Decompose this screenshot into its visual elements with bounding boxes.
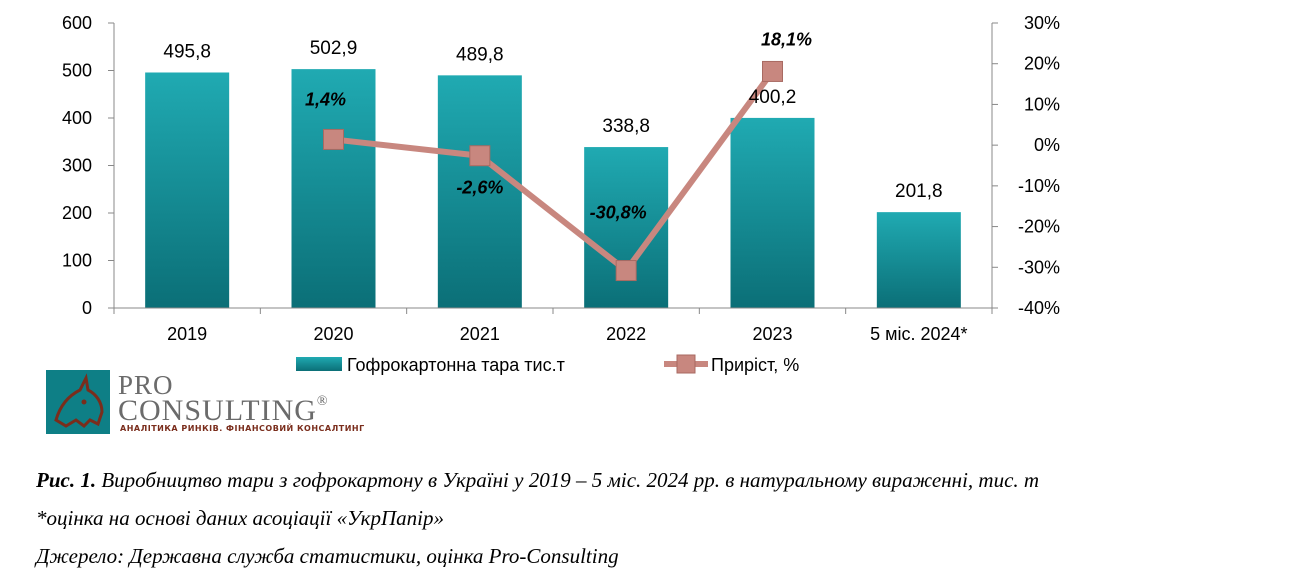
- growth-marker-3: [615, 260, 637, 282]
- bar-2: [437, 75, 522, 308]
- growth-marker-4: [762, 60, 783, 82]
- left-tick-label-1: 100: [62, 251, 92, 271]
- growth-value-label-3: -30,8%: [590, 203, 647, 223]
- bar-series: [145, 69, 961, 309]
- right-tick-label-3: -10%: [1018, 176, 1060, 196]
- legend-line-label: Приріст, %: [711, 355, 799, 375]
- pro-consulting-logo: PRO CONSULTING® АНАЛІТИКА РИНКІВ. ФІНАНС…: [46, 370, 364, 436]
- growth-marker-2: [469, 145, 491, 167]
- bar-value-label-2: 489,8: [456, 44, 504, 65]
- right-tick-label-6: 20%: [1024, 54, 1060, 74]
- bar-1: [291, 69, 376, 308]
- legend-bar-label: Гофрокартонна тара тис.т: [347, 355, 565, 375]
- figure-caption: Рис. 1. Виробництво тари з гофрокартону …: [36, 468, 1039, 493]
- line-series: [323, 60, 783, 282]
- bar-4: [730, 117, 815, 308]
- bar-value-label-1: 502,9: [310, 38, 358, 59]
- left-tick-label-4: 400: [62, 108, 92, 128]
- figure-source: Джерело: Державна служба статистики, оці…: [36, 544, 619, 568]
- left-tick-label-3: 300: [62, 156, 92, 176]
- data-labels: 495,8 502,9 489,8 338,8 400,2 201,8 1,4% -2,6% -…: [163, 29, 942, 222]
- x-tick-label-3: 2022: [606, 324, 646, 344]
- x-tick-label-2: 2021: [460, 324, 500, 344]
- right-tick-label-0: -40%: [1018, 298, 1060, 318]
- bar-value-label-4: 400,2: [749, 87, 797, 108]
- right-tick-label-2: -20%: [1018, 217, 1060, 237]
- figure-label: Рис. 1.: [36, 468, 97, 492]
- x-tick-label-4: 2023: [752, 324, 792, 344]
- logo-text-pro: PRO: [118, 370, 174, 400]
- right-tick-label-1: -30%: [1018, 257, 1060, 277]
- logo-registered-mark: ®: [316, 394, 329, 409]
- left-tick-label-6: 600: [62, 13, 92, 33]
- right-tick-label-4: 0%: [1034, 135, 1060, 155]
- left-tick-label-5: 500: [62, 61, 92, 81]
- bar-value-label-3: 338,8: [602, 116, 650, 137]
- figure-title: Виробництво тари з гофрокартону в Україн…: [96, 468, 1040, 492]
- logo-tagline: АНАЛІТИКА РИНКІВ. ФІНАНСОВИЙ КОНСАЛТИНГ: [120, 424, 365, 433]
- x-tick-label-0: 2019: [167, 324, 207, 344]
- x-tick-label-1: 2020: [313, 324, 353, 344]
- logo-word-consulting: CONSULTING: [118, 394, 317, 427]
- right-tick-label-7: 30%: [1024, 13, 1060, 33]
- x-tick-label-5: 5 міс. 2024*: [870, 324, 967, 344]
- legend-line-marker: [676, 354, 696, 374]
- legend-bar-swatch: [296, 357, 342, 371]
- growth-value-label-2: -2,6%: [456, 178, 503, 198]
- bar-5: [876, 212, 961, 308]
- logo-text-consulting: CONSULTING®: [118, 394, 329, 428]
- bar-value-label-0: 495,8: [163, 41, 211, 62]
- growth-value-label-4: 18,1%: [761, 29, 812, 49]
- legend: Гофрокартонна тара тис.т Приріст, %: [296, 354, 799, 375]
- growth-marker-1: [323, 128, 344, 150]
- right-tick-label-5: 10%: [1024, 94, 1060, 114]
- figure-note: *оцінка на основі даних асоціації «УкрПа…: [36, 506, 445, 530]
- left-tick-label-2: 200: [62, 203, 92, 223]
- bar-0: [145, 72, 230, 309]
- production-chart: 0 100 200 300 400 500 600 -40% -30% -20% -10% 0% 10%…: [62, 13, 1060, 375]
- growth-value-label-1: 1,4%: [305, 89, 346, 109]
- bar-value-label-5: 201,8: [895, 181, 943, 202]
- growth-line: [333, 69, 775, 274]
- left-tick-label-0: 0: [82, 298, 92, 318]
- rhino-logo-icon: [46, 370, 110, 434]
- axes: 0 100 200 300 400 500 600 -40% -30% -20% -10% 0% 10%…: [62, 13, 1060, 344]
